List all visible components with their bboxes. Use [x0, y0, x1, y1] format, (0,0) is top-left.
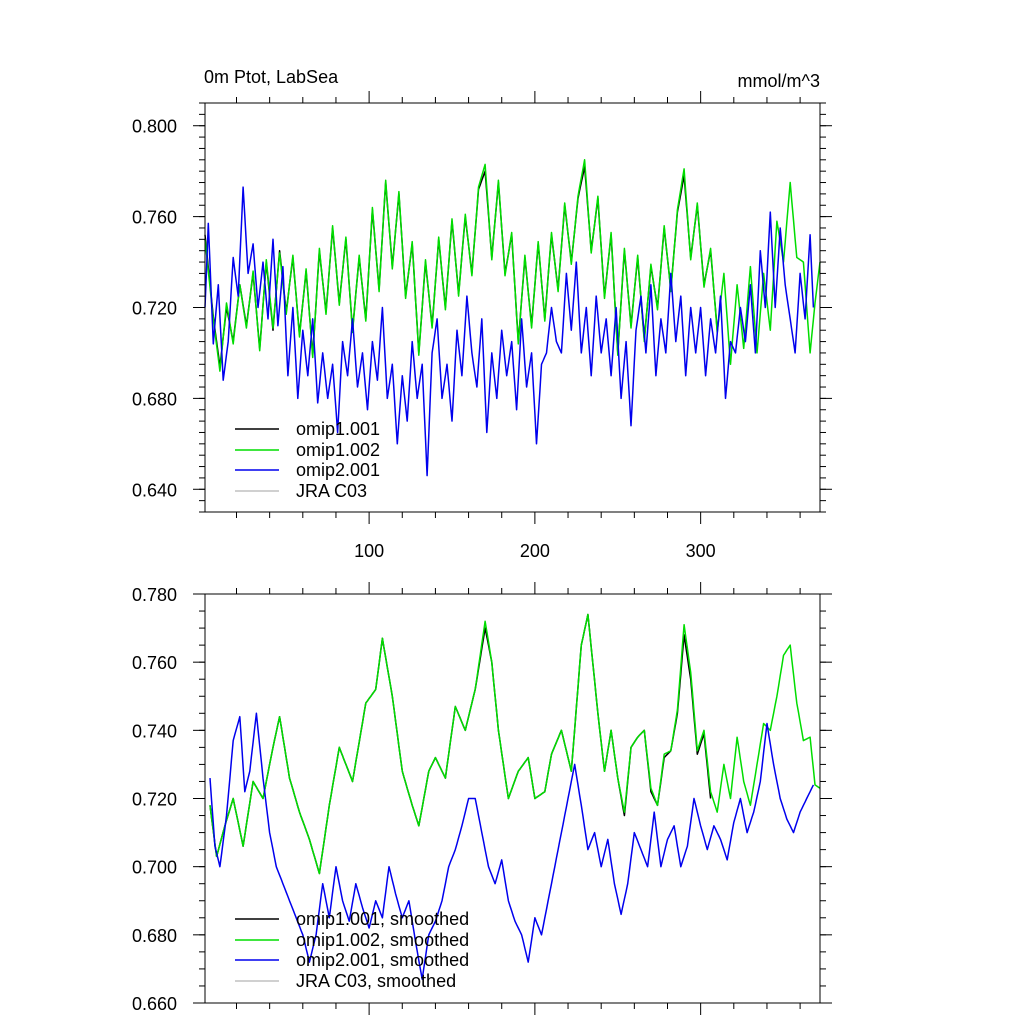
legend-label-1: omip1.002, smoothed — [296, 930, 469, 950]
legend-label-2: omip2.001, smoothed — [296, 950, 469, 970]
top-panel-title: 0m Ptot, LabSea — [204, 67, 339, 87]
x-tick-label: 200 — [520, 541, 550, 561]
y-tick-label: 0.800 — [132, 117, 177, 137]
legend-label-3: JRA C03 — [296, 481, 367, 501]
bottom-panel-legend: omip1.001, smoothed omip1.002, smoothed … — [235, 909, 469, 991]
bottom-panel-ticks: 0.780 0.760 0.740 0.720 0.700 0.680 0.660 — [132, 582, 832, 1015]
legend-label-0: omip1.001 — [296, 419, 380, 439]
legend-label-1: omip1.002 — [296, 440, 380, 460]
legend-label-2: omip2.001 — [296, 460, 380, 480]
top-panel-ticks: 0.800 0.760 0.720 0.680 0.640 100 200 300 — [132, 91, 832, 561]
y-tick-label: 0.640 — [132, 480, 177, 500]
legend-label-0: omip1.001, smoothed — [296, 909, 469, 929]
bottom-panel: 0.780 0.760 0.740 0.720 0.700 0.680 0.660 omip… — [132, 582, 832, 1015]
y-tick-label: 0.760 — [132, 208, 177, 228]
series-line-omip2-001-smoothed — [209, 712, 815, 980]
legend-label-3: JRA C03, smoothed — [296, 971, 456, 991]
series-line-omip1-002 — [204, 159, 821, 372]
y-tick-label: 0.740 — [132, 721, 177, 741]
bottom-panel-series — [209, 613, 821, 980]
series-line-omip2-001 — [204, 186, 815, 477]
y-tick-label: 0.660 — [132, 994, 177, 1014]
series-line-omip1-002-smoothed — [209, 613, 821, 875]
y-tick-label: 0.680 — [132, 926, 177, 946]
x-tick-label: 100 — [354, 541, 384, 561]
y-tick-label: 0.720 — [132, 790, 177, 810]
top-panel-units: mmol/m^3 — [738, 71, 820, 91]
y-tick-label: 0.720 — [132, 299, 177, 319]
y-tick-label: 0.760 — [132, 653, 177, 673]
x-tick-label: 300 — [686, 541, 716, 561]
top-panel: 0m Ptot, LabSea mmol/m^3 0.800 0.760 0.720… — [132, 67, 832, 561]
y-tick-label: 0.780 — [132, 585, 177, 605]
top-panel-legend: omip1.001 omip1.002 omip2.001 JRA C03 — [235, 419, 380, 501]
y-tick-label: 0.680 — [132, 389, 177, 409]
y-tick-label: 0.700 — [132, 858, 177, 878]
top-panel-series — [204, 159, 821, 477]
